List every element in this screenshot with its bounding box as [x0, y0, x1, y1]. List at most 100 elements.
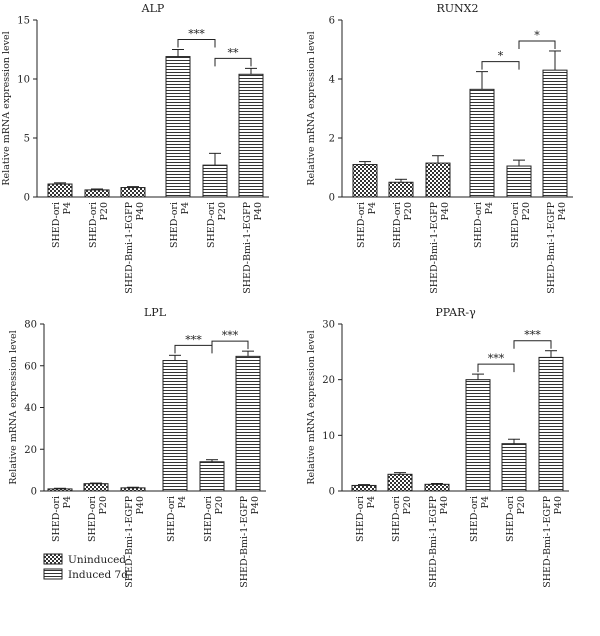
x-tick-label: SHED-oriP20	[391, 496, 413, 542]
chart-title: RUNX2	[436, 2, 478, 15]
significance-bracket	[174, 344, 213, 354]
significance-label: ***	[524, 329, 541, 342]
y-tick-label: 0	[24, 193, 30, 204]
bar	[469, 88, 495, 198]
bar	[235, 355, 261, 492]
y-tick-label: 5	[24, 134, 30, 145]
significance-bracket	[214, 57, 252, 67]
chart-panel: LPL Relative mRNA expression level 0 20 40 60…	[8, 306, 266, 588]
x-tick-label: SHED-Bmi-1-EGFPP40	[429, 201, 451, 293]
x-tick-label: SHED-oriP4	[51, 202, 73, 248]
bar	[83, 483, 109, 492]
bar	[47, 183, 73, 198]
bar	[238, 73, 264, 198]
bar	[162, 360, 188, 492]
bar	[120, 487, 146, 492]
significance-label: ***	[222, 329, 239, 342]
x-tick-label: SHED-oriP4	[356, 202, 378, 248]
bar	[165, 56, 191, 198]
y-tick-label: 80	[24, 320, 37, 331]
bar	[425, 162, 451, 198]
significance-label: *	[498, 50, 504, 63]
significance-label: ***	[488, 352, 505, 365]
x-tick-label: SHED-oriP4	[166, 496, 188, 542]
y-axis-label: Relative mRNA expression level	[8, 330, 19, 484]
x-tick-label: SHED-oriP20	[88, 202, 110, 248]
significance-bracket	[177, 39, 216, 48]
significance-label: **	[228, 46, 240, 59]
x-tick-label: SHED-Bmi-1-EGFPP40	[542, 495, 564, 587]
x-tick-label: SHED-oriP20	[87, 496, 109, 542]
significance-bracket	[513, 340, 552, 349]
x-tick-label: SHED-Bmi-1-EGFPP40	[124, 201, 146, 293]
y-tick-label: 4	[329, 75, 335, 86]
x-tick-label: SHED-oriP20	[206, 202, 228, 248]
chart-panel: RUNX2 Relative mRNA expression level 0 2 4 6 S…	[306, 2, 573, 294]
y-tick-label: 0	[329, 487, 335, 498]
x-tick-label: SHED-Bmi-1-EGFPP40	[428, 495, 450, 587]
y-tick-label: 20	[322, 375, 335, 386]
bar	[506, 165, 532, 198]
significance-label: ***	[188, 28, 205, 41]
bar	[465, 379, 491, 492]
x-tick-label: SHED-oriP4	[51, 496, 73, 542]
x-tick-label: SHED-Bmi-1-EGFPP40	[239, 495, 261, 587]
chart-title: PPAR-γ	[435, 306, 476, 319]
significance-bracket	[481, 61, 520, 70]
x-tick-label: SHED-Bmi-1-EGFPP40	[546, 201, 568, 293]
y-axis-label: Relative mRNA expression level	[306, 31, 317, 185]
significance-label: ***	[185, 333, 202, 346]
y-tick-label: 10	[322, 431, 335, 442]
y-tick-label: 20	[24, 445, 37, 456]
y-tick-label: 40	[24, 403, 37, 414]
chart-panel: PPAR-γ Relative mRNA expression level 0 10 2…	[306, 306, 569, 588]
bar	[542, 69, 568, 198]
x-tick-label: SHED-oriP4	[169, 202, 191, 248]
y-tick-label: 0	[329, 193, 335, 204]
y-axis-label: Relative mRNA expression level	[1, 31, 12, 185]
bar	[202, 164, 228, 198]
bar	[199, 461, 225, 492]
legend-label-induced: Induced 7d	[68, 569, 128, 581]
chart-panels: ALP Relative mRNA expression level 0 5 10 15 S…	[1, 2, 573, 588]
bar	[120, 187, 146, 198]
x-tick-label: SHED-Bmi-1-EGFPP40	[242, 201, 264, 293]
x-tick-label: SHED-oriP20	[203, 496, 225, 542]
chart-title: LPL	[144, 306, 167, 319]
legend-swatch-uninduced	[43, 553, 63, 565]
x-tick-label: SHED-oriP4	[473, 202, 495, 248]
chart-title: ALP	[141, 2, 165, 15]
bar	[352, 164, 378, 198]
y-tick-label: 2	[329, 134, 335, 145]
significance-bracket	[211, 340, 249, 350]
x-tick-label: SHED-oriP4	[469, 496, 491, 542]
legend: Uninduced Induced 7d	[43, 553, 128, 581]
legend-label-uninduced: Uninduced	[68, 554, 126, 566]
bar	[47, 488, 73, 492]
bar	[351, 484, 377, 492]
significance-bracket	[477, 363, 515, 373]
y-tick-label: 6	[329, 16, 335, 27]
legend-swatch-induced	[43, 568, 63, 580]
bar	[501, 443, 527, 492]
bar	[84, 189, 110, 198]
y-tick-label: 10	[17, 75, 30, 86]
bar	[424, 483, 450, 492]
x-tick-label: SHED-oriP20	[510, 202, 532, 248]
significance-bracket	[518, 40, 556, 49]
y-tick-label: 30	[322, 320, 335, 331]
y-tick-label: 0	[31, 487, 37, 498]
bar	[388, 181, 414, 198]
x-tick-label: SHED-Bmi-1-EGFPP40	[124, 495, 146, 587]
y-tick-label: 15	[17, 16, 30, 27]
significance-label: *	[534, 29, 540, 42]
y-axis-label: Relative mRNA expression level	[306, 330, 317, 484]
x-tick-label: SHED-oriP20	[392, 202, 414, 248]
bar	[538, 356, 564, 492]
y-tick-label: 60	[24, 361, 37, 372]
bar	[387, 473, 413, 492]
chart-panel: ALP Relative mRNA expression level 0 5 10 15 S…	[1, 2, 269, 294]
x-tick-label: SHED-oriP20	[505, 496, 527, 542]
x-tick-label: SHED-oriP4	[355, 496, 377, 542]
